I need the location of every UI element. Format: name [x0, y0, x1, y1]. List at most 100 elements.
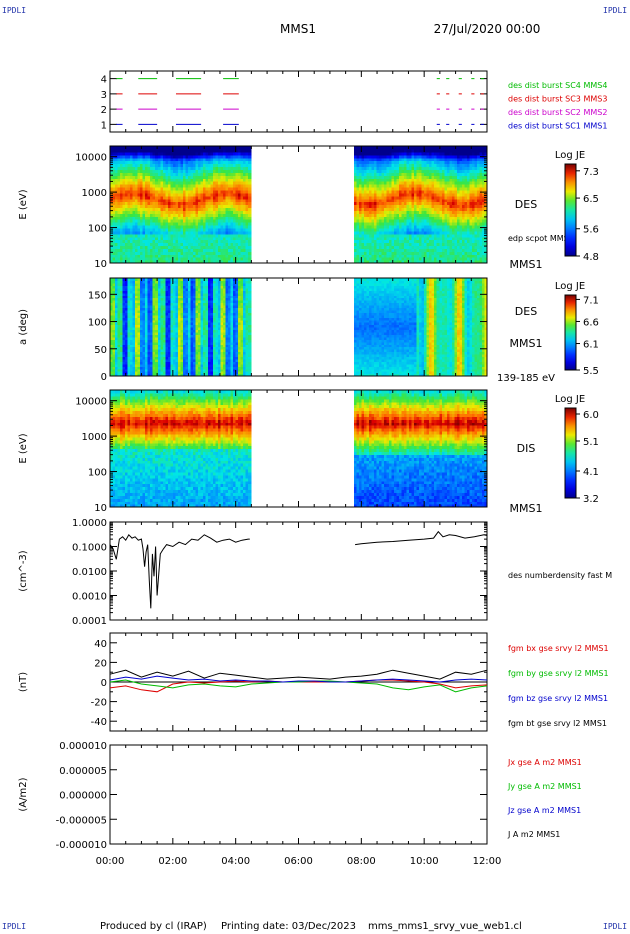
spectrogram-cell [220, 239, 224, 244]
spectrogram-cell [248, 195, 252, 200]
spectrogram-cell [451, 166, 455, 170]
spectrogram-cell [396, 248, 400, 252]
spectrogram-cell [396, 257, 400, 261]
spectrogram-cell [235, 189, 239, 194]
spectrogram-cell [132, 184, 136, 188]
spectrogram-cell [424, 260, 428, 264]
spectrogram-cell [190, 195, 194, 200]
spectrogram-cell [416, 148, 420, 153]
spectrogram-cell [152, 254, 156, 258]
spectrogram-cell [200, 227, 204, 232]
spectrogram-cell [368, 260, 372, 264]
spectrogram-cell [245, 242, 249, 247]
spectrogram-cell [170, 222, 174, 226]
spectrogram-cell [135, 222, 139, 226]
spectrogram-cell [210, 186, 214, 191]
spectrogram-cell [220, 166, 224, 170]
spectrogram-cell [115, 195, 119, 200]
spectrogram-cell [449, 239, 453, 244]
spectrogram-cell [414, 172, 418, 176]
spectrogram-cell [137, 192, 141, 197]
spectrogram-cell [368, 239, 372, 244]
spectrogram-cell [434, 216, 438, 220]
spectrogram-cell [426, 230, 430, 235]
spectrogram-cell [140, 216, 144, 220]
spectrogram-cell [130, 233, 134, 238]
spectrogram-cell [220, 198, 224, 203]
spectrogram-cell [225, 216, 229, 220]
spectrogram-cell [195, 239, 199, 244]
spectrogram-cell [248, 227, 252, 232]
spectrogram-cell [170, 192, 174, 197]
spectrogram-cell [376, 210, 380, 214]
spectrogram-cell [414, 198, 418, 203]
spectrogram-cell [436, 157, 440, 162]
spectrogram-cell [356, 163, 360, 168]
spectrogram-cell [220, 184, 224, 188]
spectrogram-cell [117, 204, 121, 209]
spectrogram-cell [233, 254, 237, 258]
spectrogram-cell [120, 157, 124, 162]
spectrogram-cell [399, 169, 403, 173]
spectrogram-cell [225, 222, 229, 226]
spectrogram-cell [238, 260, 242, 264]
spectrogram-cell [150, 242, 154, 247]
spectrogram-cell [202, 222, 207, 226]
spectrogram-cell [424, 257, 428, 261]
spectrogram-cell [358, 192, 362, 197]
spectrogram-cell [434, 245, 438, 249]
spectrogram-cell [396, 216, 400, 220]
spectrogram-cell [145, 257, 149, 261]
spectrogram-cell [200, 224, 204, 229]
spectrogram-cell [238, 242, 242, 247]
spectrogram-cell [376, 254, 380, 258]
spectrogram-cell [371, 160, 375, 165]
spectrogram-cell [110, 163, 114, 168]
spectrogram-cell [187, 242, 192, 247]
spectrogram-cell [376, 192, 380, 197]
spectrogram-cell [130, 198, 134, 203]
spectrogram-cell [399, 160, 403, 165]
spectrogram-cell [399, 151, 403, 156]
spectrogram-cell [120, 201, 124, 206]
spectrogram-cell [358, 227, 362, 232]
spectrogram-cell [414, 210, 418, 214]
spectrogram-cell [361, 260, 365, 264]
spectrogram-cell [424, 148, 428, 153]
spectrogram-cell [409, 154, 413, 159]
spectrogram-cell [180, 175, 184, 179]
spectrogram-cell [243, 219, 247, 223]
spectrogram-cell [356, 195, 360, 200]
spectrogram-cell [130, 210, 134, 214]
spectrogram-cell [353, 181, 357, 185]
spectrogram-cell [180, 169, 184, 173]
spectrogram-cell [185, 251, 189, 255]
spectrogram-cell [115, 242, 119, 247]
spectrogram-cell [170, 242, 174, 247]
spectrogram-cell [431, 207, 435, 211]
spectrogram-cell [368, 192, 372, 197]
spectrogram-cell [361, 195, 365, 200]
spectrogram-cell [233, 216, 237, 220]
spectrogram-cell [434, 192, 438, 197]
spectrogram-cell [142, 239, 146, 244]
spectrogram-cell [230, 166, 234, 170]
spectrogram-cell [228, 236, 232, 241]
spectrogram-cell [376, 201, 380, 206]
spectrogram-cell [353, 198, 357, 203]
spectrogram-cell [228, 181, 232, 185]
spectrogram-cell [215, 157, 219, 162]
spectrogram-cell [245, 181, 249, 185]
spectrogram-cell [115, 175, 119, 179]
spectrogram-cell [399, 257, 403, 261]
spectrogram-cell [130, 245, 134, 249]
spectrogram-cell [162, 210, 166, 214]
spectrogram-cell [210, 198, 214, 203]
spectrogram-cell [197, 169, 202, 173]
spectrogram-cell [202, 166, 207, 170]
spectrogram-cell [147, 186, 151, 191]
spectrogram-cell [426, 166, 430, 170]
spectrogram-cell [429, 189, 433, 194]
spectrogram-cell [368, 254, 372, 258]
spectrogram-cell [135, 242, 139, 247]
